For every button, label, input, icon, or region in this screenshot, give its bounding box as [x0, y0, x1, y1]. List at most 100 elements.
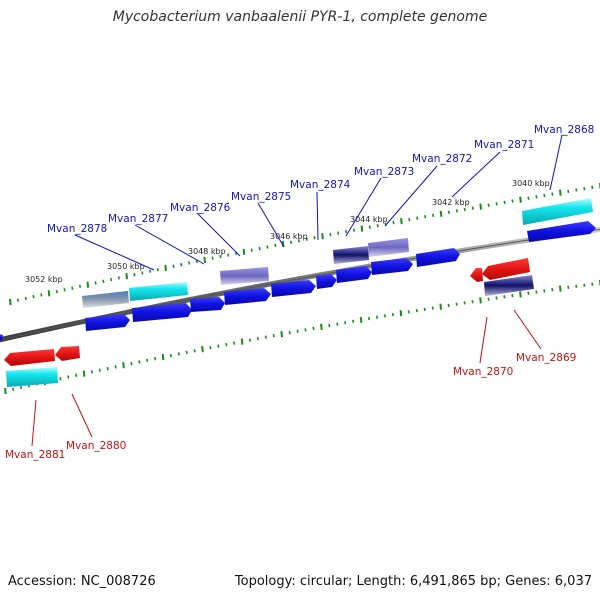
scale-tick-major [559, 189, 562, 196]
scale-tick-minor [289, 240, 293, 244]
gene-label-mvan-2869[interactable]: Mvan_2869 [516, 352, 576, 364]
accession-text: Accession: NC_008726 [8, 574, 156, 589]
gene-label-mvan-2871[interactable]: Mvan_2871 [474, 139, 534, 151]
scale-tick-major [559, 285, 562, 292]
scale-tick-minor [543, 193, 546, 198]
scale-tick-minor [551, 288, 554, 292]
scale-tick-minor [133, 272, 136, 277]
feature-block-cyan[interactable] [522, 198, 593, 225]
scale-tick-minor [19, 385, 23, 390]
gene-arrow-forward-partial[interactable] [0, 334, 3, 341]
scale-tick-major [439, 303, 442, 310]
gene-arrow-forward[interactable] [316, 274, 337, 289]
feature-block-cyan[interactable] [129, 282, 188, 301]
scale-tick-minor [503, 200, 506, 205]
scale-tick-minor [256, 336, 259, 341]
scale-tick-minor [455, 209, 458, 213]
feature-block-navy[interactable] [333, 246, 369, 264]
scale-ticks-upper [9, 183, 600, 306]
scale-tick-minor [24, 296, 27, 301]
gene-label-mvan-2872[interactable]: Mvan_2872 [412, 153, 472, 165]
leader-line [71, 393, 93, 438]
gene-arrow-forward[interactable] [416, 248, 460, 267]
leader-line [345, 177, 382, 237]
gene-arrow-reverse[interactable] [482, 258, 530, 280]
scale-tick-minor [407, 310, 410, 314]
scale-tick-minor [297, 239, 300, 243]
scale-tick-minor [110, 277, 113, 282]
scale-tick-minor [272, 333, 275, 338]
scale-tick-major [203, 256, 206, 263]
scale-tick-major [439, 210, 443, 217]
gene-label-mvan-2880[interactable]: Mvan_2880 [66, 440, 126, 452]
gene-label-mvan-2876[interactable]: Mvan_2876 [170, 202, 231, 214]
scale-tick-minor [114, 365, 117, 369]
scale-tick-minor [225, 342, 228, 347]
leader-line [513, 309, 542, 350]
gene-arrow-reverse[interactable] [470, 268, 483, 282]
scale-tick-minor [575, 188, 578, 192]
gene-arrow-forward[interactable] [190, 297, 225, 312]
scale-tick-minor [535, 290, 538, 294]
scale-tick-minor [336, 322, 339, 326]
scale-tick-minor [117, 276, 120, 280]
gene-label-mvan-2877[interactable]: Mvan_2877 [108, 213, 168, 225]
feature-block-cyan[interactable] [6, 367, 58, 387]
feature-block-purple[interactable] [368, 238, 409, 257]
scale-label: 3040 kbp [512, 179, 550, 188]
scale-tick-minor [106, 366, 109, 371]
gene-arrow-forward[interactable] [85, 314, 130, 331]
scale-tick-minor [71, 286, 74, 290]
scale-tick-minor [102, 279, 105, 283]
scale-tick-minor [32, 295, 35, 299]
feature-block-navy[interactable] [484, 275, 534, 296]
scale-tick-minor [193, 349, 196, 353]
gene-label-mvan-2875[interactable]: Mvan_2875 [231, 191, 291, 203]
gene-label-mvan-2873[interactable]: Mvan_2873 [354, 166, 414, 178]
gene-arrow-forward[interactable] [224, 288, 271, 305]
scale-tick-minor [416, 216, 419, 220]
scale-tick-minor [146, 358, 149, 362]
scale-tick-minor [352, 228, 356, 232]
scale-tick-minor [75, 373, 78, 377]
scale-tick-minor [367, 316, 371, 321]
gene-arrow-forward[interactable] [371, 258, 413, 275]
gene-arrow-reverse[interactable] [4, 349, 55, 366]
scale-tick-major [86, 281, 90, 288]
scale-tick-minor [78, 284, 82, 289]
scale-tick-minor [177, 352, 180, 356]
scale-tick-minor [188, 261, 191, 265]
genome-backbone-edge [0, 228, 600, 341]
scale-tick-minor [535, 195, 538, 199]
gene-label-mvan-2881[interactable]: Mvan_2881 [5, 449, 65, 461]
gene-arrow-reverse[interactable] [55, 346, 80, 361]
gene-label-mvan-2868[interactable]: Mvan_2868 [534, 124, 594, 136]
gene-arrow-forward[interactable] [527, 221, 596, 242]
scale-tick-minor [551, 192, 554, 196]
scale-label: 3050 kbp [107, 262, 145, 271]
gene-label-mvan-2874[interactable]: Mvan_2874 [290, 179, 351, 191]
gene-arrow-forward[interactable] [336, 266, 372, 283]
scale-tick-minor [567, 189, 570, 194]
scale-tick-minor [495, 296, 498, 300]
feature-block-purple[interactable] [220, 267, 269, 285]
scale-tick-major [161, 354, 165, 361]
gene-label-mvan-2878[interactable]: Mvan_2878 [47, 223, 107, 235]
scale-tick-minor [424, 215, 427, 219]
gene-label-mvan-2870[interactable]: Mvan_2870 [453, 366, 513, 378]
scale-tick-minor [94, 281, 97, 285]
gene-arrow-forward[interactable] [271, 280, 316, 297]
leader-line [479, 316, 488, 364]
scale-tick-minor [40, 293, 43, 297]
scale-tick-minor [138, 360, 141, 364]
scale-tick-minor [328, 323, 331, 328]
scale-tick-minor [392, 220, 395, 225]
scale-tick-minor [90, 370, 93, 374]
scale-tick-minor [248, 338, 252, 342]
scale-tick-minor [98, 368, 101, 372]
scale-tick-minor [266, 245, 269, 249]
scale-tick-minor [250, 248, 253, 252]
gene-arrow-forward[interactable] [132, 303, 192, 322]
feature-block-gray[interactable] [82, 291, 129, 308]
scale-tick-minor [305, 237, 308, 241]
